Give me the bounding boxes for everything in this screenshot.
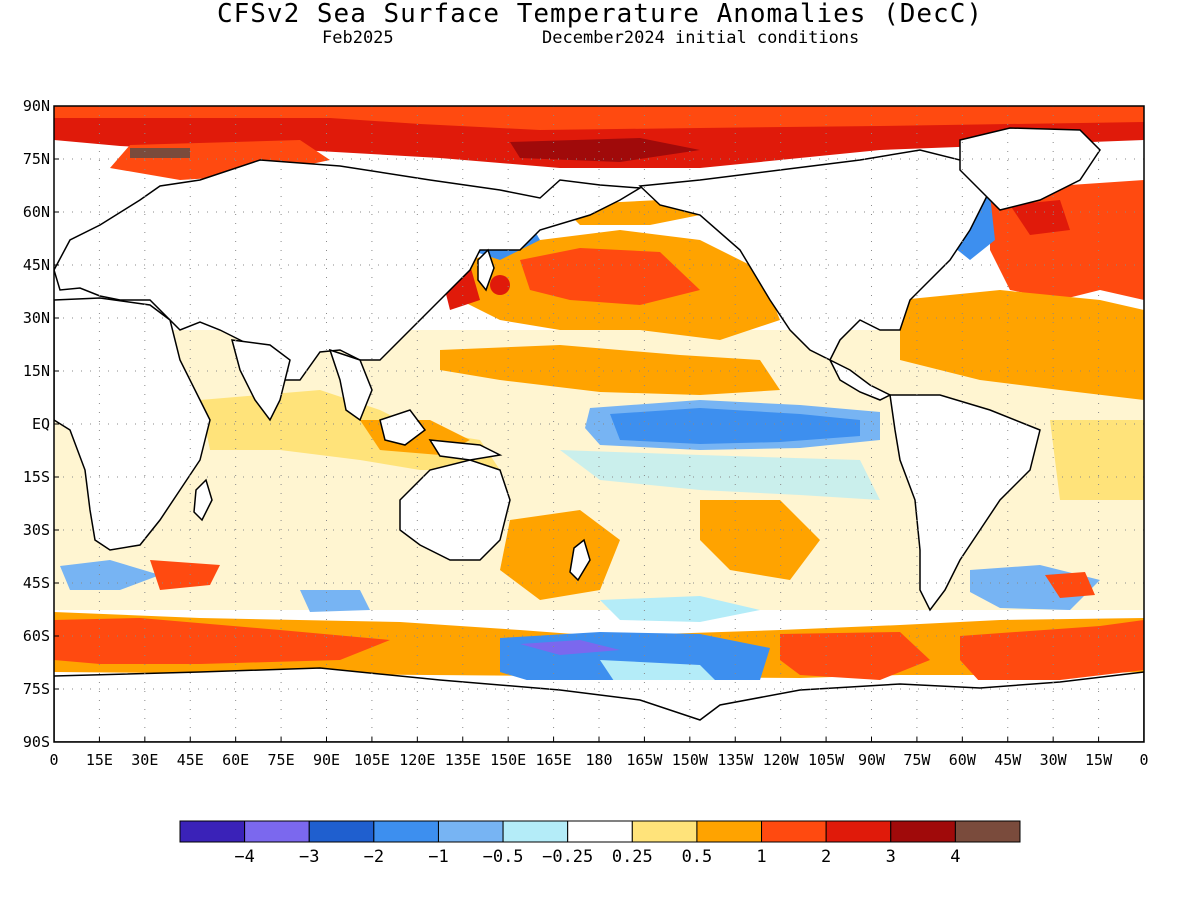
latitude-label: 90N <box>23 97 50 115</box>
longitude-label: 150W <box>672 751 709 769</box>
color-swatch <box>373 820 439 843</box>
latitude-label: 15N <box>23 362 50 380</box>
latitude-label: 45N <box>23 256 50 274</box>
longitude-axis: 0 15E 30E 45E 60E 75E 90E 105E 120E 135E 150E 165E 1… <box>49 737 1149 769</box>
se-asia-landmass <box>328 348 373 422</box>
longitude-label: 60W <box>949 751 977 769</box>
scale-label: 1 <box>756 847 766 867</box>
color-swatch <box>954 820 1021 843</box>
forecast-month: Feb2025 <box>322 28 394 48</box>
longitude-label: 0 <box>49 751 58 769</box>
scale-label: −1 <box>428 847 448 867</box>
color-swatch <box>890 820 956 843</box>
longitude-label: 45E <box>177 751 204 769</box>
latitude-label: 60N <box>23 203 50 221</box>
longitude-label: 135E <box>445 751 481 769</box>
longitude-label: 90W <box>858 751 886 769</box>
antarctica-landmass <box>54 667 1144 742</box>
color-swatch <box>825 820 892 843</box>
latitude-label: 75N <box>23 150 50 168</box>
africa-landmass <box>54 297 211 551</box>
scale-label: 4 <box>950 847 960 867</box>
latitude-label: EQ <box>32 415 50 433</box>
color-swatch <box>308 820 375 843</box>
color-swatch <box>761 820 827 843</box>
latitude-axis: 90N 75N 60N 45N 30N 15N EQ 15S 30S 45S 60S 75S 90S <box>23 97 59 751</box>
longitude-label: 120E <box>399 751 435 769</box>
longitude-label: 30W <box>1040 751 1068 769</box>
longitude-label: 0 <box>1139 751 1148 769</box>
scale-label: 0.25 <box>612 847 653 867</box>
india-landmass <box>230 339 291 422</box>
south-america-landmass <box>889 394 1041 612</box>
latitude-label: 15S <box>23 468 50 486</box>
scale-label: −0.25 <box>542 847 593 867</box>
scale-label: −3 <box>299 847 319 867</box>
longitude-label: 165E <box>536 751 572 769</box>
latitude-label: 90S <box>23 733 50 751</box>
longitude-label: 60E <box>222 751 249 769</box>
longitude-label: 30E <box>131 751 158 769</box>
scale-label: −4 <box>234 847 254 867</box>
color-swatch <box>437 820 504 843</box>
color-swatch <box>502 820 569 843</box>
new-zealand-landmass <box>569 538 591 582</box>
madagascar-landmass <box>193 478 213 522</box>
color-swatch <box>179 820 246 843</box>
indonesia-landmass <box>379 409 427 446</box>
longitude-label: 45W <box>994 751 1022 769</box>
scale-label: −0.5 <box>483 847 524 867</box>
scale-label: −2 <box>364 847 384 867</box>
australia-landmass <box>399 459 511 561</box>
longitude-label: 165W <box>626 751 663 769</box>
latitude-label: 30S <box>23 521 50 539</box>
longitude-label: 105W <box>808 751 845 769</box>
continents <box>54 127 1144 742</box>
longitude-label: 90E <box>313 751 340 769</box>
initial-conditions: December2024 initial conditions <box>542 28 860 48</box>
scale-label: 0.5 <box>682 847 713 867</box>
longitude-label: 75W <box>903 751 931 769</box>
longitude-label: 180 <box>585 751 612 769</box>
scale-label: 3 <box>886 847 896 867</box>
color-scale-legend: −4 −3 −2 −1 −0.5 −0.25 0.25 0.5 1 2 3 4 <box>179 820 1021 867</box>
longitude-label: 75E <box>268 751 295 769</box>
longitude-label: 135W <box>717 751 754 769</box>
longitude-label: 15W <box>1085 751 1113 769</box>
latitude-label: 45S <box>23 574 50 592</box>
eurasia-landmass <box>54 159 643 381</box>
central-america-landmass <box>828 358 892 401</box>
map-title: CFSv2 Sea Surface Temperature Anomalies … <box>216 0 984 29</box>
longitude-label: 120W <box>763 751 800 769</box>
north-america-landmass <box>638 149 991 362</box>
latitude-label: 60S <box>23 627 50 645</box>
color-swatch <box>567 820 633 843</box>
latitude-label: 30N <box>23 309 50 327</box>
longitude-label: 150E <box>490 751 526 769</box>
color-swatch <box>696 820 763 843</box>
longitude-label: 105E <box>354 751 390 769</box>
longitude-label: 15E <box>86 751 113 769</box>
latitude-label: 75S <box>23 680 50 698</box>
color-swatch <box>244 820 310 843</box>
greenland-landmass <box>959 127 1101 211</box>
color-swatch <box>631 820 698 843</box>
japan-landmass <box>477 248 495 292</box>
scale-label: 2 <box>821 847 831 867</box>
